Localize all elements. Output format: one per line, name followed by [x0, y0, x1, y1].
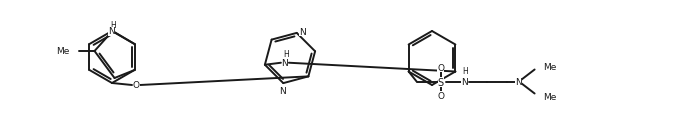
Text: N: N — [299, 28, 306, 37]
Text: Me: Me — [56, 46, 70, 55]
Text: H: H — [111, 21, 117, 30]
Text: O: O — [437, 91, 444, 100]
Text: N: N — [108, 27, 115, 36]
Text: H: H — [283, 49, 289, 58]
Text: O: O — [437, 63, 444, 72]
Text: Me: Me — [544, 62, 557, 71]
Text: S: S — [438, 77, 444, 87]
Text: N: N — [461, 77, 468, 86]
Text: N: N — [279, 86, 285, 95]
Text: N: N — [281, 59, 288, 68]
Text: Me: Me — [544, 92, 557, 101]
Text: H: H — [463, 67, 468, 76]
Text: N: N — [515, 77, 522, 86]
Text: O: O — [133, 81, 140, 90]
